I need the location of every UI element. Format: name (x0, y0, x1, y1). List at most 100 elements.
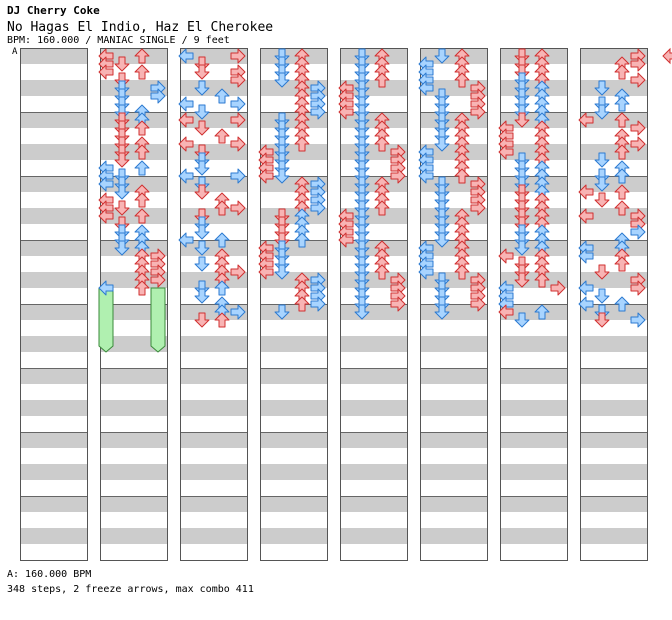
step-arrow-down (514, 112, 530, 128)
step-arrow-left (578, 296, 594, 312)
beat-stripe (180, 496, 248, 512)
beat-stripe (100, 496, 168, 512)
chart-column (338, 48, 408, 561)
beat-stripe (260, 400, 328, 416)
step-arrow-up (134, 160, 150, 176)
freeze-arrow (98, 287, 114, 353)
step-arrow-left (498, 248, 514, 264)
beat-stripe (180, 240, 248, 256)
beat-stripe (180, 304, 248, 320)
step-arrow-down (434, 304, 450, 320)
beat-stripe (260, 336, 328, 352)
step-arrow-down (354, 304, 370, 320)
step-arrow-up (614, 144, 630, 160)
beat-stripe (420, 80, 488, 96)
beat-stripe (420, 528, 488, 544)
step-arrow-left (98, 64, 114, 80)
step-arrow-up (374, 200, 390, 216)
beat-stripe (180, 368, 248, 384)
step-arrow-left (418, 168, 434, 184)
beat-stripe (420, 464, 488, 480)
beat-stripe (340, 208, 408, 224)
step-arrow-up (614, 96, 630, 112)
step-arrow-left (418, 264, 434, 280)
beat-stripe (180, 80, 248, 96)
step-arrow-left (178, 96, 194, 112)
step-arrow-up (134, 48, 150, 64)
beat-stripe (180, 464, 248, 480)
step-arrow-up (614, 168, 630, 184)
step-arrow-down (594, 312, 610, 328)
step-arrow-left (178, 232, 194, 248)
step-arrow-up (534, 304, 550, 320)
step-arrow-up (454, 264, 470, 280)
beat-stripe (580, 80, 648, 96)
step-arrow-right (630, 120, 646, 136)
step-arrow-left (258, 168, 274, 184)
step-arrow-right (310, 104, 326, 120)
beat-stripe (100, 208, 168, 224)
beat-stripe (340, 432, 408, 448)
step-arrow-left (258, 264, 274, 280)
beat-stripe (20, 112, 88, 128)
step-arrow-left (578, 112, 594, 128)
beat-stripe (180, 48, 248, 64)
beat-stripe (260, 208, 328, 224)
step-arrow-left (178, 136, 194, 152)
step-arrow-up (614, 64, 630, 80)
beat-stripe (500, 496, 568, 512)
beat-stripe (180, 432, 248, 448)
beat-stripe (20, 304, 88, 320)
beat-stripe (420, 240, 488, 256)
beat-stripe (420, 48, 488, 64)
beat-stripe (20, 144, 88, 160)
bpm-summary: A: 160.000 BPM (7, 569, 92, 580)
step-arrow-up (374, 136, 390, 152)
step-arrow-down (114, 240, 130, 256)
step-arrow-down (274, 72, 290, 88)
step-arrow-up (294, 296, 310, 312)
beat-stripe (260, 240, 328, 256)
step-arrow-right (230, 48, 246, 64)
step-arrow-up (214, 280, 230, 296)
step-arrow-left (338, 104, 354, 120)
step-arrow-up (214, 128, 230, 144)
beat-stripe (20, 528, 88, 544)
chart-column (578, 48, 648, 561)
step-arrow-down (194, 64, 210, 80)
beat-stripe (340, 112, 408, 128)
beat-stripe (420, 496, 488, 512)
beat-stripe (260, 528, 328, 544)
beat-stripe (500, 528, 568, 544)
step-arrow-up (614, 112, 630, 128)
beat-stripe (260, 80, 328, 96)
step-arrow-down (594, 104, 610, 120)
beat-stripe (500, 272, 568, 288)
step-arrow-down (194, 104, 210, 120)
beat-stripe (340, 176, 408, 192)
beat-stripe (580, 400, 648, 416)
chart-column (498, 48, 568, 561)
step-arrow-right (310, 200, 326, 216)
step-chart (20, 47, 672, 561)
beat-stripe (260, 144, 328, 160)
step-arrow-up (614, 256, 630, 272)
step-arrow-left (178, 168, 194, 184)
step-arrow-down (194, 184, 210, 200)
step-arrow-right (630, 56, 646, 72)
step-arrow-down (594, 152, 610, 168)
beat-stripe (500, 48, 568, 64)
beat-stripe (260, 112, 328, 128)
column-border (420, 48, 488, 561)
step-arrow-right (150, 88, 166, 104)
beat-stripe (580, 208, 648, 224)
chart-column (258, 48, 328, 561)
chart-info: BPM: 160.000 / MANIAC SINGLE / 9 feet (7, 35, 230, 46)
column-border (260, 48, 328, 561)
beat-stripe (100, 528, 168, 544)
beat-stripe (180, 112, 248, 128)
step-arrow-up (374, 72, 390, 88)
beat-stripe (580, 240, 648, 256)
beat-stripe (340, 336, 408, 352)
beat-stripe (580, 528, 648, 544)
